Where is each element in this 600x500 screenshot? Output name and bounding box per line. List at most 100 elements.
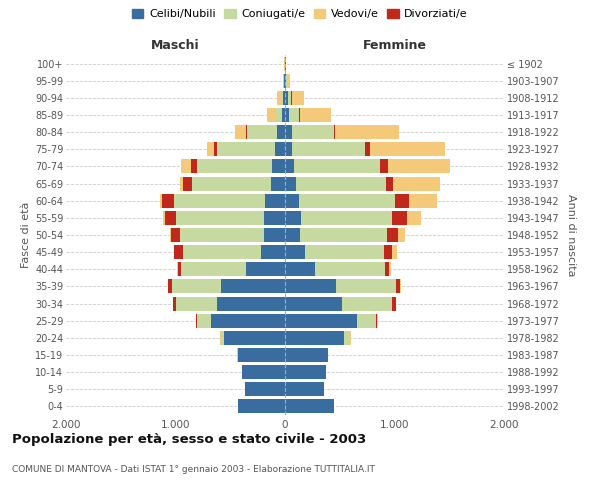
Bar: [389, 262, 391, 276]
Bar: [395, 280, 400, 293]
Bar: [191, 160, 197, 173]
Bar: [285, 262, 314, 276]
Bar: [181, 262, 245, 276]
Bar: [394, 176, 440, 190]
Bar: [238, 348, 285, 362]
Bar: [287, 74, 290, 88]
Bar: [160, 194, 163, 207]
Bar: [285, 142, 292, 156]
Bar: [224, 331, 285, 345]
Bar: [175, 194, 265, 207]
Bar: [164, 211, 176, 225]
Bar: [217, 296, 285, 310]
Bar: [172, 280, 221, 293]
Bar: [275, 108, 282, 122]
Bar: [272, 160, 285, 173]
Bar: [263, 228, 285, 242]
Bar: [392, 211, 407, 225]
Bar: [285, 176, 296, 190]
Bar: [294, 160, 380, 173]
Bar: [380, 160, 388, 173]
Bar: [299, 108, 301, 122]
Bar: [296, 176, 386, 190]
Bar: [370, 142, 445, 156]
Bar: [392, 245, 397, 259]
Bar: [181, 228, 263, 242]
Bar: [181, 160, 191, 173]
Bar: [169, 280, 172, 293]
Bar: [285, 245, 305, 259]
Bar: [409, 194, 437, 207]
Bar: [285, 160, 294, 173]
Bar: [285, 400, 334, 413]
Bar: [288, 91, 291, 105]
Bar: [170, 228, 181, 242]
Text: COMUNE DI MANTOVA - Dati ISTAT 1° gennaio 2003 - Elaborazione TUTTITALIA.IT: COMUNE DI MANTOVA - Dati ISTAT 1° gennai…: [12, 466, 375, 474]
Bar: [277, 125, 285, 139]
Bar: [344, 331, 350, 345]
Bar: [285, 194, 299, 207]
Bar: [176, 211, 264, 225]
Bar: [334, 125, 335, 139]
Bar: [285, 314, 357, 328]
Bar: [173, 296, 176, 310]
Bar: [265, 194, 285, 207]
Bar: [285, 74, 286, 88]
Bar: [283, 91, 285, 105]
Bar: [221, 331, 224, 345]
Bar: [285, 211, 301, 225]
Y-axis label: Anni di nascita: Anni di nascita: [566, 194, 577, 276]
Bar: [357, 314, 376, 328]
Bar: [376, 314, 377, 328]
Bar: [245, 262, 285, 276]
Bar: [285, 365, 326, 379]
Bar: [285, 348, 328, 362]
Legend: Celibi/Nubili, Coniugati/e, Vedovi/e, Divorziati/e: Celibi/Nubili, Coniugati/e, Vedovi/e, Di…: [129, 6, 471, 22]
Bar: [214, 142, 217, 156]
Bar: [301, 211, 392, 225]
Bar: [271, 176, 285, 190]
Bar: [395, 194, 409, 207]
Bar: [211, 314, 285, 328]
Text: Maschi: Maschi: [151, 38, 200, 52]
Bar: [301, 108, 331, 122]
Bar: [292, 125, 334, 139]
Bar: [383, 245, 392, 259]
Bar: [238, 400, 285, 413]
Bar: [285, 91, 288, 105]
Bar: [217, 142, 275, 156]
Bar: [282, 108, 285, 122]
Bar: [275, 142, 285, 156]
Bar: [261, 245, 285, 259]
Bar: [221, 280, 285, 293]
Bar: [335, 125, 399, 139]
Bar: [285, 331, 344, 345]
Bar: [247, 125, 277, 139]
Bar: [264, 211, 285, 225]
Text: Femmine: Femmine: [362, 38, 427, 52]
Bar: [385, 262, 389, 276]
Bar: [183, 176, 192, 190]
Bar: [175, 296, 217, 310]
Bar: [180, 176, 183, 190]
Bar: [207, 142, 214, 156]
Bar: [285, 296, 342, 310]
Bar: [386, 176, 394, 190]
Bar: [388, 160, 451, 173]
Bar: [285, 280, 337, 293]
Bar: [178, 262, 181, 276]
Bar: [163, 194, 175, 207]
Bar: [183, 245, 261, 259]
Bar: [285, 228, 301, 242]
Bar: [267, 108, 275, 122]
Bar: [192, 176, 271, 190]
Bar: [235, 125, 246, 139]
Bar: [285, 108, 289, 122]
Bar: [365, 142, 370, 156]
Bar: [281, 91, 283, 105]
Bar: [242, 365, 285, 379]
Bar: [197, 314, 211, 328]
Bar: [337, 280, 395, 293]
Bar: [301, 228, 387, 242]
Bar: [289, 108, 299, 122]
